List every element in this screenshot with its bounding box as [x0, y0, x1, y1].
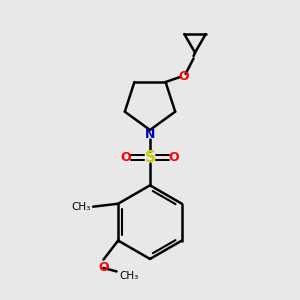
- Text: N: N: [145, 128, 155, 141]
- Text: O: O: [121, 151, 131, 164]
- Text: CH₃: CH₃: [71, 202, 91, 212]
- Text: S: S: [145, 150, 155, 165]
- Text: O: O: [98, 261, 109, 274]
- Text: CH₃: CH₃: [120, 271, 139, 281]
- Text: O: O: [169, 151, 179, 164]
- Text: O: O: [178, 70, 189, 83]
